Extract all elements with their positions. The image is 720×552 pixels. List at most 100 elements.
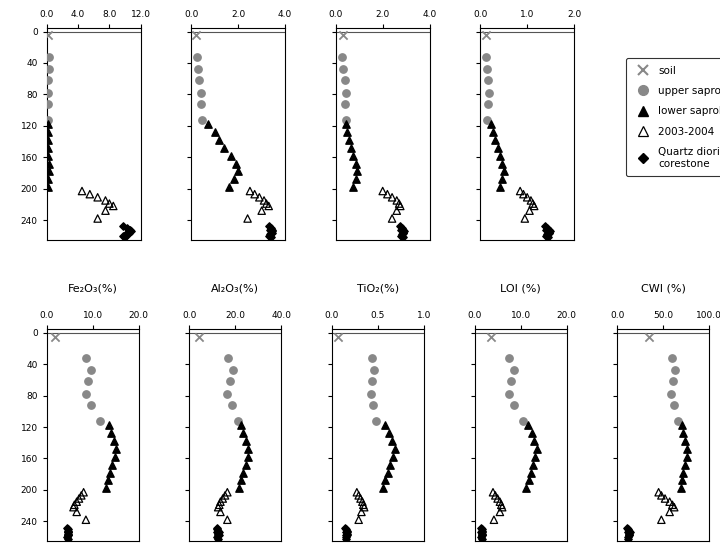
Point bbox=[233, 167, 244, 176]
Point bbox=[528, 460, 539, 469]
Point bbox=[256, 206, 267, 215]
Point bbox=[508, 401, 519, 410]
Point bbox=[194, 76, 205, 84]
Point bbox=[107, 460, 118, 469]
Point bbox=[62, 534, 73, 543]
Point bbox=[92, 193, 104, 201]
Point bbox=[679, 460, 690, 469]
Title: Al₂O₃(%): Al₂O₃(%) bbox=[212, 283, 259, 293]
Point bbox=[369, 366, 380, 375]
Point bbox=[214, 136, 225, 145]
Point bbox=[681, 453, 693, 461]
Point bbox=[342, 128, 354, 136]
Point bbox=[264, 230, 276, 238]
Point bbox=[243, 453, 254, 461]
Point bbox=[492, 494, 503, 503]
Point bbox=[494, 497, 505, 506]
Point bbox=[99, 196, 111, 205]
Point bbox=[542, 233, 554, 242]
Point bbox=[346, 144, 357, 152]
Point bbox=[476, 529, 487, 538]
Point bbox=[211, 533, 222, 542]
Point bbox=[235, 476, 247, 485]
Point bbox=[212, 526, 224, 535]
Point bbox=[61, 533, 73, 542]
Point bbox=[490, 491, 501, 500]
Point bbox=[505, 377, 517, 386]
Point bbox=[42, 167, 54, 176]
Point bbox=[121, 224, 132, 232]
Point bbox=[398, 227, 410, 236]
Point bbox=[82, 377, 94, 386]
Point bbox=[480, 31, 492, 40]
Point bbox=[540, 231, 552, 240]
Point bbox=[397, 230, 408, 238]
Point bbox=[212, 503, 224, 512]
Point bbox=[382, 190, 393, 199]
Point bbox=[42, 115, 54, 124]
Point bbox=[80, 390, 91, 399]
Point bbox=[107, 201, 119, 210]
Point bbox=[497, 159, 508, 168]
Point bbox=[121, 230, 132, 238]
Point bbox=[368, 401, 379, 410]
Point bbox=[475, 523, 487, 532]
Point bbox=[110, 444, 122, 453]
Point bbox=[73, 494, 85, 503]
Point bbox=[339, 99, 351, 108]
Title: CWI (%): CWI (%) bbox=[641, 283, 685, 293]
Point bbox=[215, 507, 226, 516]
Point bbox=[519, 214, 531, 223]
Point bbox=[624, 528, 635, 537]
Point bbox=[485, 332, 497, 341]
Point bbox=[494, 183, 505, 192]
Point bbox=[383, 429, 395, 438]
Point bbox=[266, 227, 277, 236]
Point bbox=[240, 460, 251, 469]
Point bbox=[393, 199, 405, 208]
Point bbox=[117, 231, 129, 240]
Point bbox=[624, 526, 635, 535]
Point bbox=[243, 444, 254, 453]
Point bbox=[264, 231, 275, 240]
Point bbox=[338, 65, 349, 73]
Point bbox=[224, 377, 235, 386]
Point bbox=[476, 525, 487, 534]
Point bbox=[624, 529, 635, 538]
Point bbox=[92, 214, 104, 223]
Point bbox=[485, 120, 496, 129]
Point bbox=[232, 416, 243, 425]
Point bbox=[391, 206, 402, 215]
Point bbox=[209, 128, 220, 136]
Point bbox=[350, 175, 361, 184]
Point bbox=[196, 115, 207, 124]
Point bbox=[42, 76, 54, 84]
Point bbox=[350, 159, 361, 168]
Point bbox=[63, 528, 74, 537]
Point bbox=[387, 453, 398, 461]
Point bbox=[265, 224, 276, 232]
Point bbox=[71, 497, 83, 506]
Point bbox=[339, 76, 351, 84]
Point bbox=[341, 530, 353, 539]
Point bbox=[238, 429, 249, 438]
Point bbox=[676, 421, 688, 430]
Point bbox=[215, 497, 226, 506]
Point bbox=[62, 531, 73, 540]
Point bbox=[527, 199, 539, 208]
Point bbox=[528, 437, 540, 445]
Point bbox=[531, 444, 542, 453]
Point bbox=[80, 516, 91, 524]
Point bbox=[266, 225, 278, 234]
Point bbox=[62, 526, 73, 535]
Point bbox=[263, 201, 274, 210]
Point bbox=[667, 353, 678, 362]
Point bbox=[220, 491, 231, 500]
Point bbox=[397, 229, 409, 238]
Point bbox=[341, 528, 353, 537]
Point bbox=[108, 437, 120, 445]
Point bbox=[228, 175, 239, 184]
Point bbox=[482, 99, 494, 108]
Point bbox=[265, 233, 276, 242]
Point bbox=[195, 88, 207, 97]
